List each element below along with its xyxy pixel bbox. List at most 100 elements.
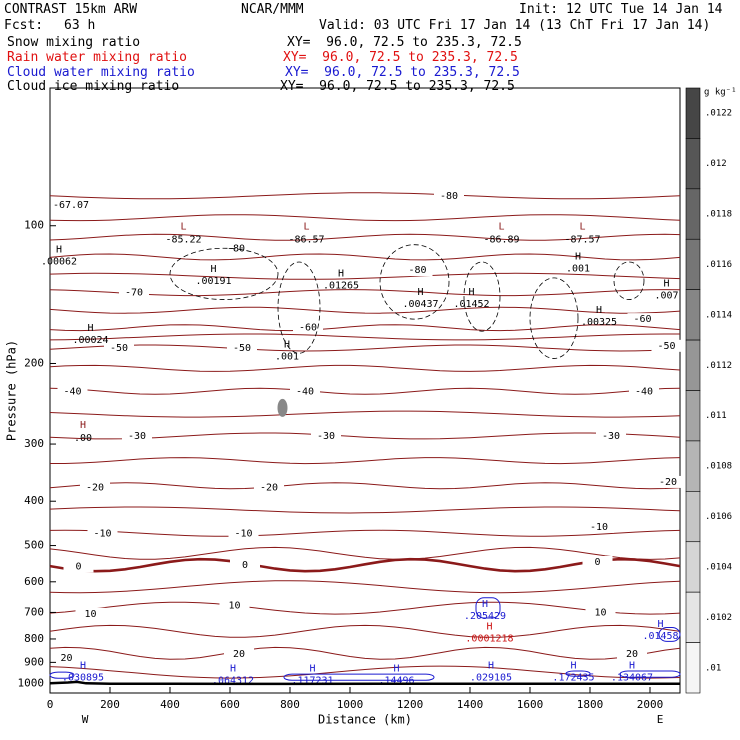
isotherm--40 <box>49 387 681 395</box>
cloud-water-extremum-marker: H <box>570 661 576 672</box>
snow-extremum-value: .00437 <box>402 299 438 310</box>
isotherm-15 <box>49 624 681 638</box>
colorbar-bin <box>685 440 701 492</box>
colorbar-bin <box>685 87 701 139</box>
isotherm-label-bg <box>254 481 284 494</box>
isotherm-label-bg <box>582 555 613 568</box>
colorbar-label: .0106 <box>705 512 732 522</box>
colorbar-label: .0116 <box>705 260 732 270</box>
snow-extremum-value: .007 <box>654 291 678 302</box>
isotherm-label-bg <box>56 198 86 211</box>
isotherm-label: -60 <box>299 323 317 334</box>
isotherm--55 <box>49 333 680 341</box>
isotherm-label-bg <box>224 647 254 660</box>
snow-extremum-marker: H <box>284 339 290 350</box>
cloud-water-extremum-marker: H <box>393 663 399 674</box>
org-label: NCAR/MMM <box>241 2 304 17</box>
plot-frame <box>49 87 681 694</box>
terrain-surface-line <box>49 680 680 686</box>
isotherm-label: -50 <box>233 343 251 354</box>
cloud-water-extremum-value: .064312 <box>212 675 254 686</box>
isotherm-label: 20 <box>233 649 245 660</box>
model-title: CONTRAST 15km ARW <box>4 2 138 17</box>
snow-extremum-value: .00325 <box>581 317 617 328</box>
snow-contour <box>379 244 450 320</box>
isotherm-label: 20 <box>60 653 72 664</box>
colorbar-unit: g kg⁻¹ <box>704 88 737 98</box>
colorbar-bin <box>685 642 701 694</box>
isotherm-label-bg <box>221 242 251 255</box>
isotherm-label: 10 <box>84 609 96 620</box>
snow-extremum-marker: H <box>417 287 423 298</box>
colorbar-label: .0104 <box>705 562 732 572</box>
colorbar-label: .0102 <box>705 613 732 623</box>
temp-extremum-value: .00 <box>74 433 92 444</box>
y-tick-label: 300 <box>24 437 44 450</box>
snow-extremum-marker: H <box>575 251 581 262</box>
isotherm--15 <box>49 506 681 514</box>
cloud-water-extremum-value: .117231 <box>291 675 333 686</box>
cloud-water-extremum-value: .205429 <box>464 611 506 622</box>
x-tick-label: 1400 <box>457 698 484 711</box>
y-tick-label: 200 <box>24 356 44 369</box>
isotherm-5 <box>49 580 681 594</box>
snow-extremum-value: .00062 <box>41 257 77 268</box>
isotherm-10 <box>49 601 681 615</box>
snow-contour <box>169 247 279 300</box>
isotherm-label-bg <box>75 607 106 620</box>
cloud-water-contour <box>49 671 75 679</box>
isotherm-label: -30 <box>602 431 620 442</box>
rain-extremum-value: .0001218 <box>465 633 513 644</box>
snow-extremum-value: .001 <box>275 351 299 362</box>
isotherm-label: 0 <box>594 557 600 568</box>
isotherm-label-bg <box>596 429 626 442</box>
isotherm--80c <box>49 233 681 241</box>
x-tick-label: 1000 <box>337 698 364 711</box>
x-end-label-east: E <box>657 713 664 726</box>
snow-contour <box>529 277 579 359</box>
x-tick-label: 0 <box>47 698 54 711</box>
isotherm-label: -10 <box>590 522 608 533</box>
field-name-cloud-water: Cloud water mixing ratio <box>7 65 195 80</box>
isotherm-label-bg <box>57 385 88 398</box>
fcst-label: Fcst: <box>4 18 44 33</box>
field-name-rain: Rain water mixing ratio <box>7 50 188 65</box>
cloud-water-extremum-marker: H <box>230 663 236 674</box>
y-tick-label: 100 <box>24 219 44 232</box>
temp-extremum-value: -85.22 <box>165 234 201 245</box>
y-tick-label: 900 <box>24 655 44 668</box>
cloud-water-extremum-value: .134067 <box>611 673 653 684</box>
isotherm-label: -50 <box>657 341 675 352</box>
x-axis-title: Distance (km) <box>318 713 412 727</box>
isotherm-label-bg <box>51 651 82 664</box>
isotherm--75 <box>49 272 681 280</box>
x-tick-label: 1600 <box>517 698 544 711</box>
colorbar-bin <box>685 138 701 190</box>
cloud-water-contour <box>658 626 681 642</box>
isotherm-label: -20 <box>86 482 104 493</box>
colorbar-bin <box>685 188 701 240</box>
isotherm-label: -30 <box>128 431 146 442</box>
field-xy-cloud-ice: XY= 96.0, 72.5 to 235.3, 72.5 <box>280 79 515 94</box>
cloud-water-extremum-marker: H <box>488 661 494 672</box>
isotherm-25 <box>49 665 681 679</box>
cloud-ice-shading <box>277 398 288 417</box>
temp-extremum-value: -86.89 <box>483 234 519 245</box>
isotherm--30 <box>49 432 681 440</box>
temp-extremum-marker: L <box>180 221 186 232</box>
colorbar-bin <box>685 390 701 442</box>
snow-extremum-value: .00191 <box>195 276 231 287</box>
isotherm--80b <box>49 214 681 222</box>
isotherm-label-bg <box>402 264 433 277</box>
isotherm--10 <box>49 529 681 537</box>
cloud-water-extremum-value: .172435 <box>552 673 594 684</box>
colorbar-bin <box>685 289 701 341</box>
snow-extremum-value: .01265 <box>323 280 359 291</box>
x-tick-label: 1200 <box>397 698 424 711</box>
field-xy-snow: XY= 96.0, 72.5 to 235.3, 72.5 <box>287 35 522 50</box>
isotherm-label: -20 <box>659 477 677 488</box>
cloud-water-extremum-marker: H <box>657 619 663 630</box>
cloud-water-contour <box>565 670 591 677</box>
isotherm-label: 10 <box>228 600 240 611</box>
isotherm-label-bg <box>219 599 250 612</box>
